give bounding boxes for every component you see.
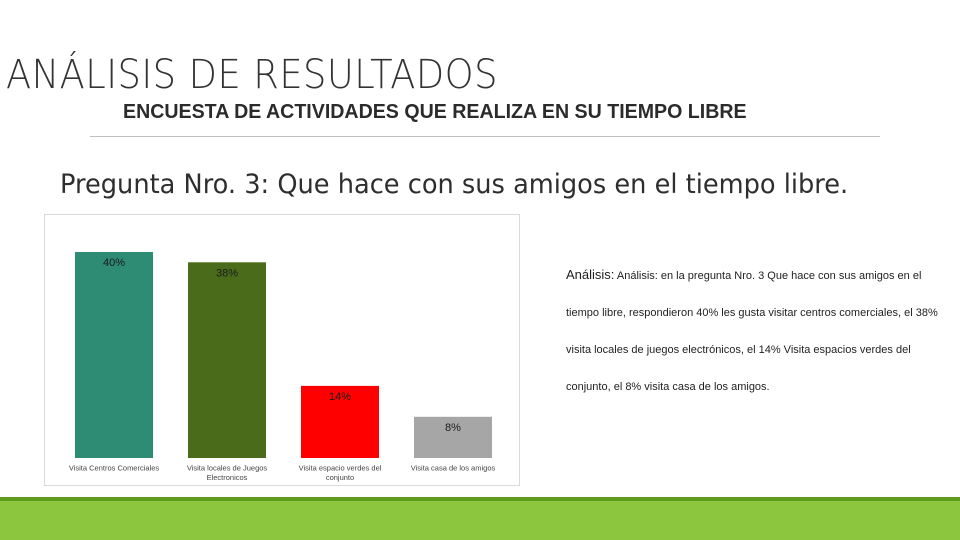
category-label-2: Visita locales de Juegos Electronicos [187, 463, 268, 482]
category-label-1: Visita Centros Comerciales [69, 463, 160, 472]
bar-4 [414, 416, 492, 458]
bar-chart-svg: 40% Visita Centros Comerciales 38% Visita l… [69, 252, 496, 482]
analysis-text: Análisis: en la pregunta Nro. 3 Que hace… [566, 270, 938, 393]
analysis-paragraph: Análisis: Análisis: en la pregunta Nro. … [566, 256, 946, 406]
analysis-label: Análisis: [566, 267, 615, 282]
footer-accent-bar [0, 497, 960, 540]
bar-2 [188, 262, 266, 458]
bar-data-label-4: 8% [445, 422, 461, 434]
question-heading: Pregunta Nro. 3: Que hace con sus amigos… [60, 169, 849, 200]
page-title: ANÁLISIS DE RESULTADOS [6, 52, 498, 98]
page-subtitle: ENCUESTA DE ACTIVIDADES QUE REALIZA EN S… [123, 101, 747, 123]
footer-accent-stripe [0, 497, 960, 501]
bar-chart: 40% Visita Centros Comerciales 38% Visita l… [44, 214, 520, 486]
bar-3 [301, 385, 379, 458]
bar-data-label-1: 40% [103, 257, 125, 269]
divider [90, 136, 880, 137]
bar-data-label-2: 38% [216, 267, 238, 279]
category-label-4: Visita casa de los amigos [411, 463, 496, 472]
bar-data-label-3: 14% [329, 391, 351, 403]
category-label-3: Visita espacio verdes del conjunto [299, 463, 382, 482]
bar-1 [75, 252, 153, 458]
